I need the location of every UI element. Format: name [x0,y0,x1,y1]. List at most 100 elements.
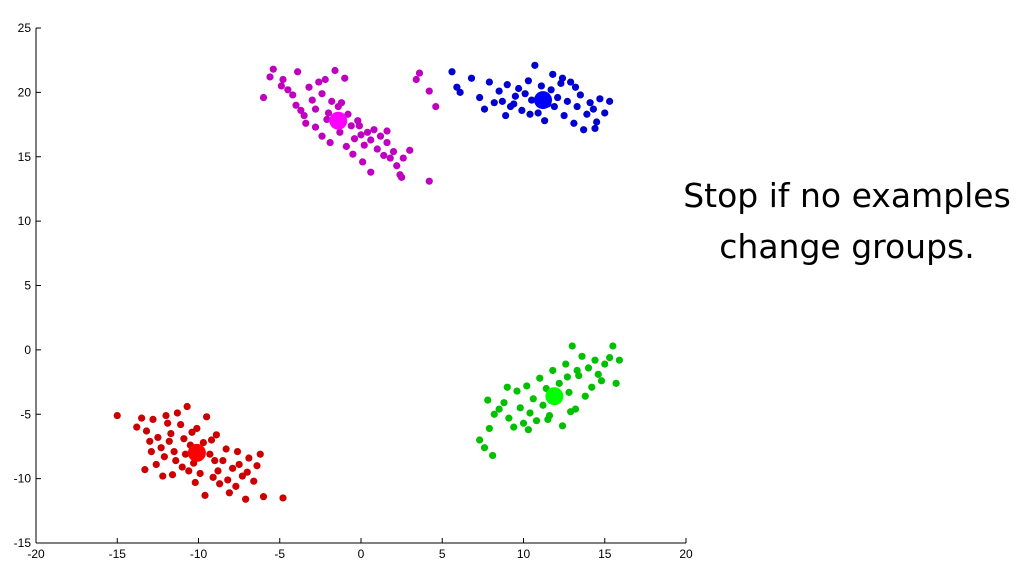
data-point [342,142,350,151]
data-point [315,78,323,86]
data-point [534,109,542,117]
data-point [560,111,568,120]
data-point [453,83,461,91]
data-point [341,74,349,82]
data-point [589,105,597,113]
data-point [383,138,391,147]
data-point [544,415,552,423]
cluster-centroid [545,387,564,406]
data-point [591,356,599,364]
data-point [229,464,237,472]
data-point [323,115,331,124]
data-point [576,91,584,99]
data-point [214,467,222,475]
data-point [510,423,518,431]
data-point [219,457,227,465]
data-point [380,151,388,160]
cluster-2 [448,61,614,134]
data-point [183,402,191,411]
data-point [284,86,292,94]
data-point [188,428,196,436]
data-point [337,99,346,107]
data-point [245,454,253,462]
data-point [328,97,336,105]
data-point [321,75,329,84]
data-point [259,493,268,501]
data-point [250,477,258,485]
data-point [596,95,604,103]
data-point [573,366,581,375]
data-point [567,78,575,86]
cluster-centroid [534,91,552,110]
data-point [588,383,596,391]
data-point [193,424,201,433]
caption-line-1: Stop if no examples [683,176,1011,215]
data-point [170,447,178,456]
y-tick-label: -15 [14,536,32,550]
data-point [609,342,617,350]
data-point [536,374,544,382]
data-point [146,437,154,445]
x-tick-label: 5 [439,547,446,561]
data-point [305,83,313,91]
data-point [133,423,141,431]
data-point [550,102,558,111]
data-point [256,450,264,458]
data-point [206,450,214,458]
data-point [567,408,575,416]
data-point [149,415,157,423]
data-point [554,93,562,102]
data-point [191,478,199,487]
data-point [562,360,570,368]
data-point [476,93,484,102]
data-point [547,86,555,94]
data-point [300,111,308,120]
data-point [516,404,524,412]
x-tick-label: -15 [109,547,127,561]
data-point [311,105,320,113]
data-point [541,117,549,125]
data-point [515,84,523,93]
data-point [513,387,521,395]
x-tick-label: 15 [598,547,612,561]
data-point [601,360,609,368]
data-point [448,68,456,76]
y-tick-label: 20 [18,85,32,99]
data-point [578,352,586,360]
data-point [425,177,433,185]
data-point [568,342,576,350]
x-tick-label: -5 [274,547,285,561]
data-point [308,96,316,104]
data-point [490,99,498,107]
data-point [480,444,489,452]
data-point [498,97,506,105]
data-point [549,70,557,78]
data-point [216,480,224,488]
data-point [549,366,557,375]
data-point [597,377,606,385]
data-point [344,110,352,118]
data-point [519,419,528,427]
data-point [336,128,344,136]
caption: Stop if no examples change groups. [672,170,1022,272]
data-point [242,495,250,503]
data-point [586,99,594,107]
data-point [225,489,233,497]
data-point [524,77,532,85]
data-point [601,109,609,117]
data-point [495,405,503,413]
data-point [157,444,165,452]
data-point [389,148,398,156]
data-point [528,96,536,104]
data-point [347,122,355,130]
data-point [518,106,526,114]
data-point [480,105,489,113]
data-point [584,364,593,372]
data-point [570,119,578,127]
data-point [259,93,268,102]
data-point [532,417,541,425]
data-point [172,457,180,465]
data-point [495,87,503,95]
data-point [563,97,571,105]
